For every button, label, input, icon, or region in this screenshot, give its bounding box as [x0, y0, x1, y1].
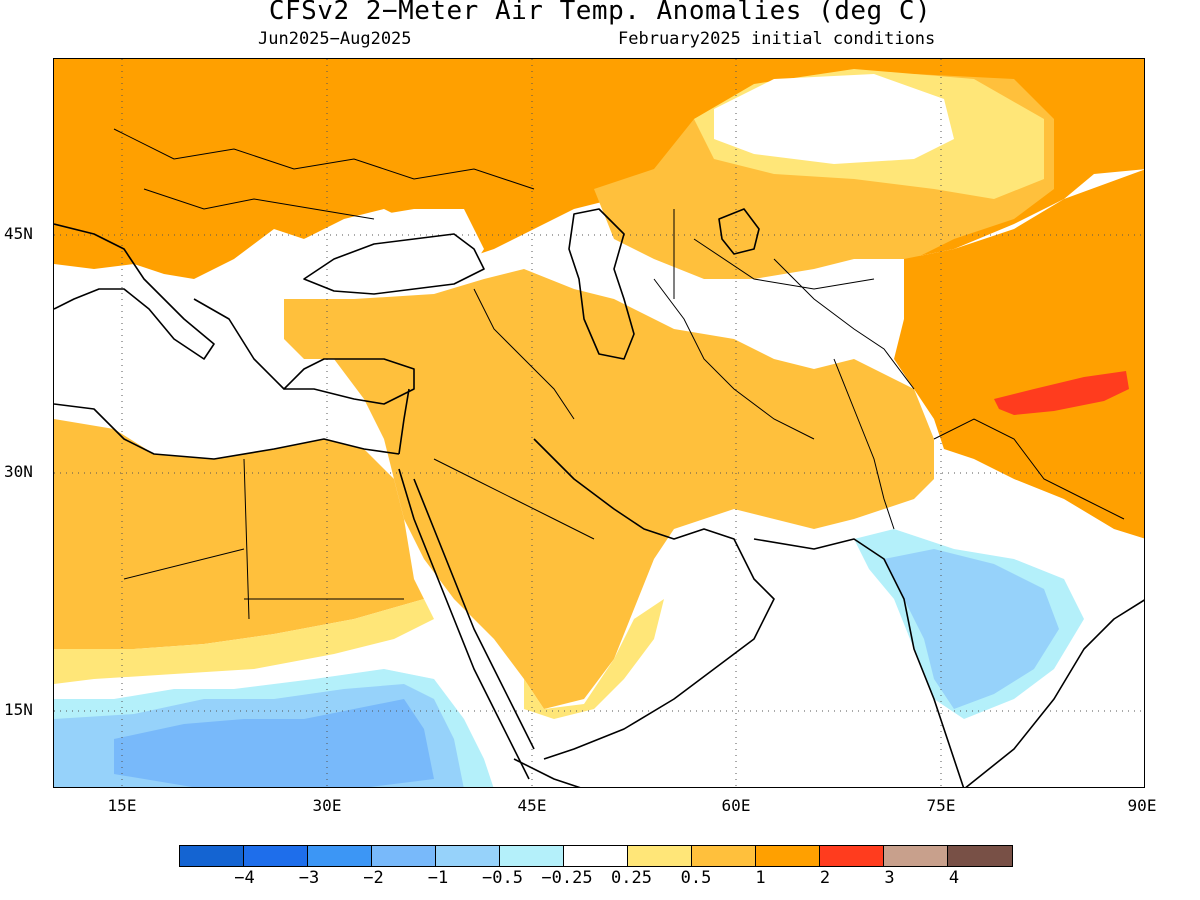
india-cool-region: [884, 549, 1059, 709]
colorbar-swatch: [692, 846, 756, 866]
colorbar-tick-label: −0.25: [541, 868, 593, 888]
colorbar-swatch: [948, 846, 1012, 866]
colorbar-swatch: [884, 846, 948, 866]
sahel-cold-region: [114, 699, 434, 787]
kazakhstan-white-region: [714, 74, 954, 164]
colorbar-tick-label: −2: [363, 868, 384, 888]
anomaly-map: [53, 58, 1145, 788]
colorbar-swatch: [372, 846, 436, 866]
map-canvas: [54, 59, 1144, 787]
black-sea-neutral-region: [304, 209, 484, 299]
lon-label-90e: 90E: [1127, 796, 1157, 815]
colorbar-swatch: [436, 846, 500, 866]
lon-label-45e: 45E: [517, 796, 547, 815]
colorbar: [179, 845, 1013, 867]
lon-label-15e: 15E: [107, 796, 137, 815]
lon-label-30e: 30E: [312, 796, 342, 815]
borders: [113, 128, 1125, 620]
colorbar-swatch: [756, 846, 820, 866]
colorbar-swatch: [308, 846, 372, 866]
colorbar-tick-label: 0.25: [611, 868, 652, 888]
colorbar-swatch: [244, 846, 308, 866]
colorbar-swatch: [180, 846, 244, 866]
graticule: [54, 59, 1144, 787]
colorbar-swatch: [500, 846, 564, 866]
lat-label-15n: 15N: [4, 700, 33, 719]
colorbar-tick-label: −1: [427, 868, 449, 888]
colorbar-swatch: [564, 846, 628, 866]
colorbar-tick-label: 2: [819, 868, 831, 888]
colorbar-tick-label: 1: [755, 868, 766, 888]
lat-label-45n: 45N: [4, 224, 33, 243]
western-china-warm-region: [894, 169, 1144, 539]
middle-east-warm-region: [284, 269, 934, 709]
colorbar-swatch: [628, 846, 692, 866]
lon-label-75e: 75E: [926, 796, 956, 815]
arabia-mild-fringe: [524, 599, 664, 719]
initial-conditions: February2025 initial conditions: [618, 29, 936, 49]
lat-label-30n: 30N: [4, 462, 33, 481]
colorbar-tick-label: −3: [298, 868, 320, 888]
colorbar-swatch: [820, 846, 884, 866]
colorbar-tick-label: −0.5: [482, 868, 523, 888]
colorbar-tick-label: 0.5: [680, 868, 712, 888]
lon-label-60e: 60E: [721, 796, 751, 815]
colorbar-tick-label: −4: [234, 868, 255, 888]
chart-title: CFSv2 2−Meter Air Temp. Anomalies (deg C…: [268, 0, 932, 26]
tibet-hot-region: [994, 371, 1129, 415]
colorbar-tick-label: 4: [948, 868, 960, 888]
north-africa-warm-region: [54, 419, 424, 649]
colorbar-tick-label: 3: [884, 868, 895, 888]
north-africa-mild-region: [54, 599, 434, 684]
forecast-period: Jun2025−Aug2025: [258, 29, 412, 49]
coastlines: [54, 208, 1144, 787]
